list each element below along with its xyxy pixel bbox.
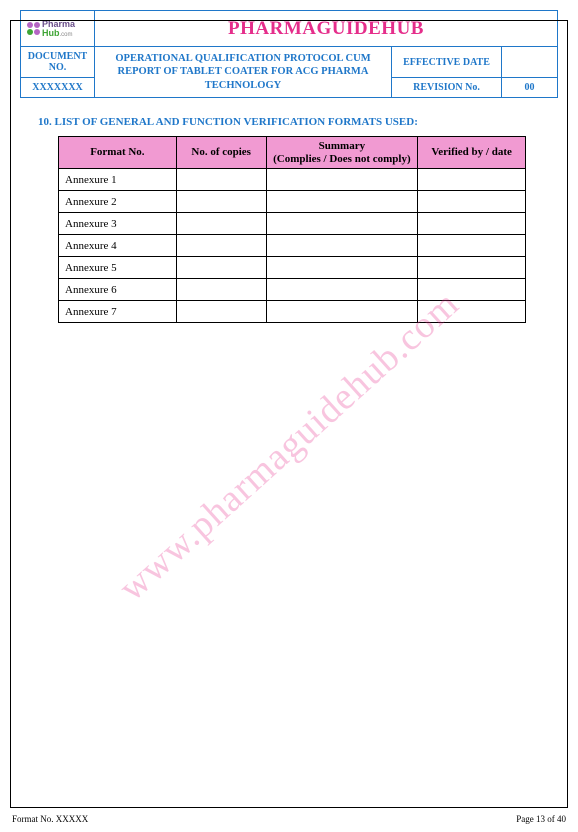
footer-format-no: Format No. XXXXX (12, 814, 88, 824)
page-border (10, 20, 568, 808)
footer-page-no: Page 13 of 40 (516, 814, 566, 824)
footer: Format No. XXXXX Page 13 of 40 (12, 814, 566, 824)
